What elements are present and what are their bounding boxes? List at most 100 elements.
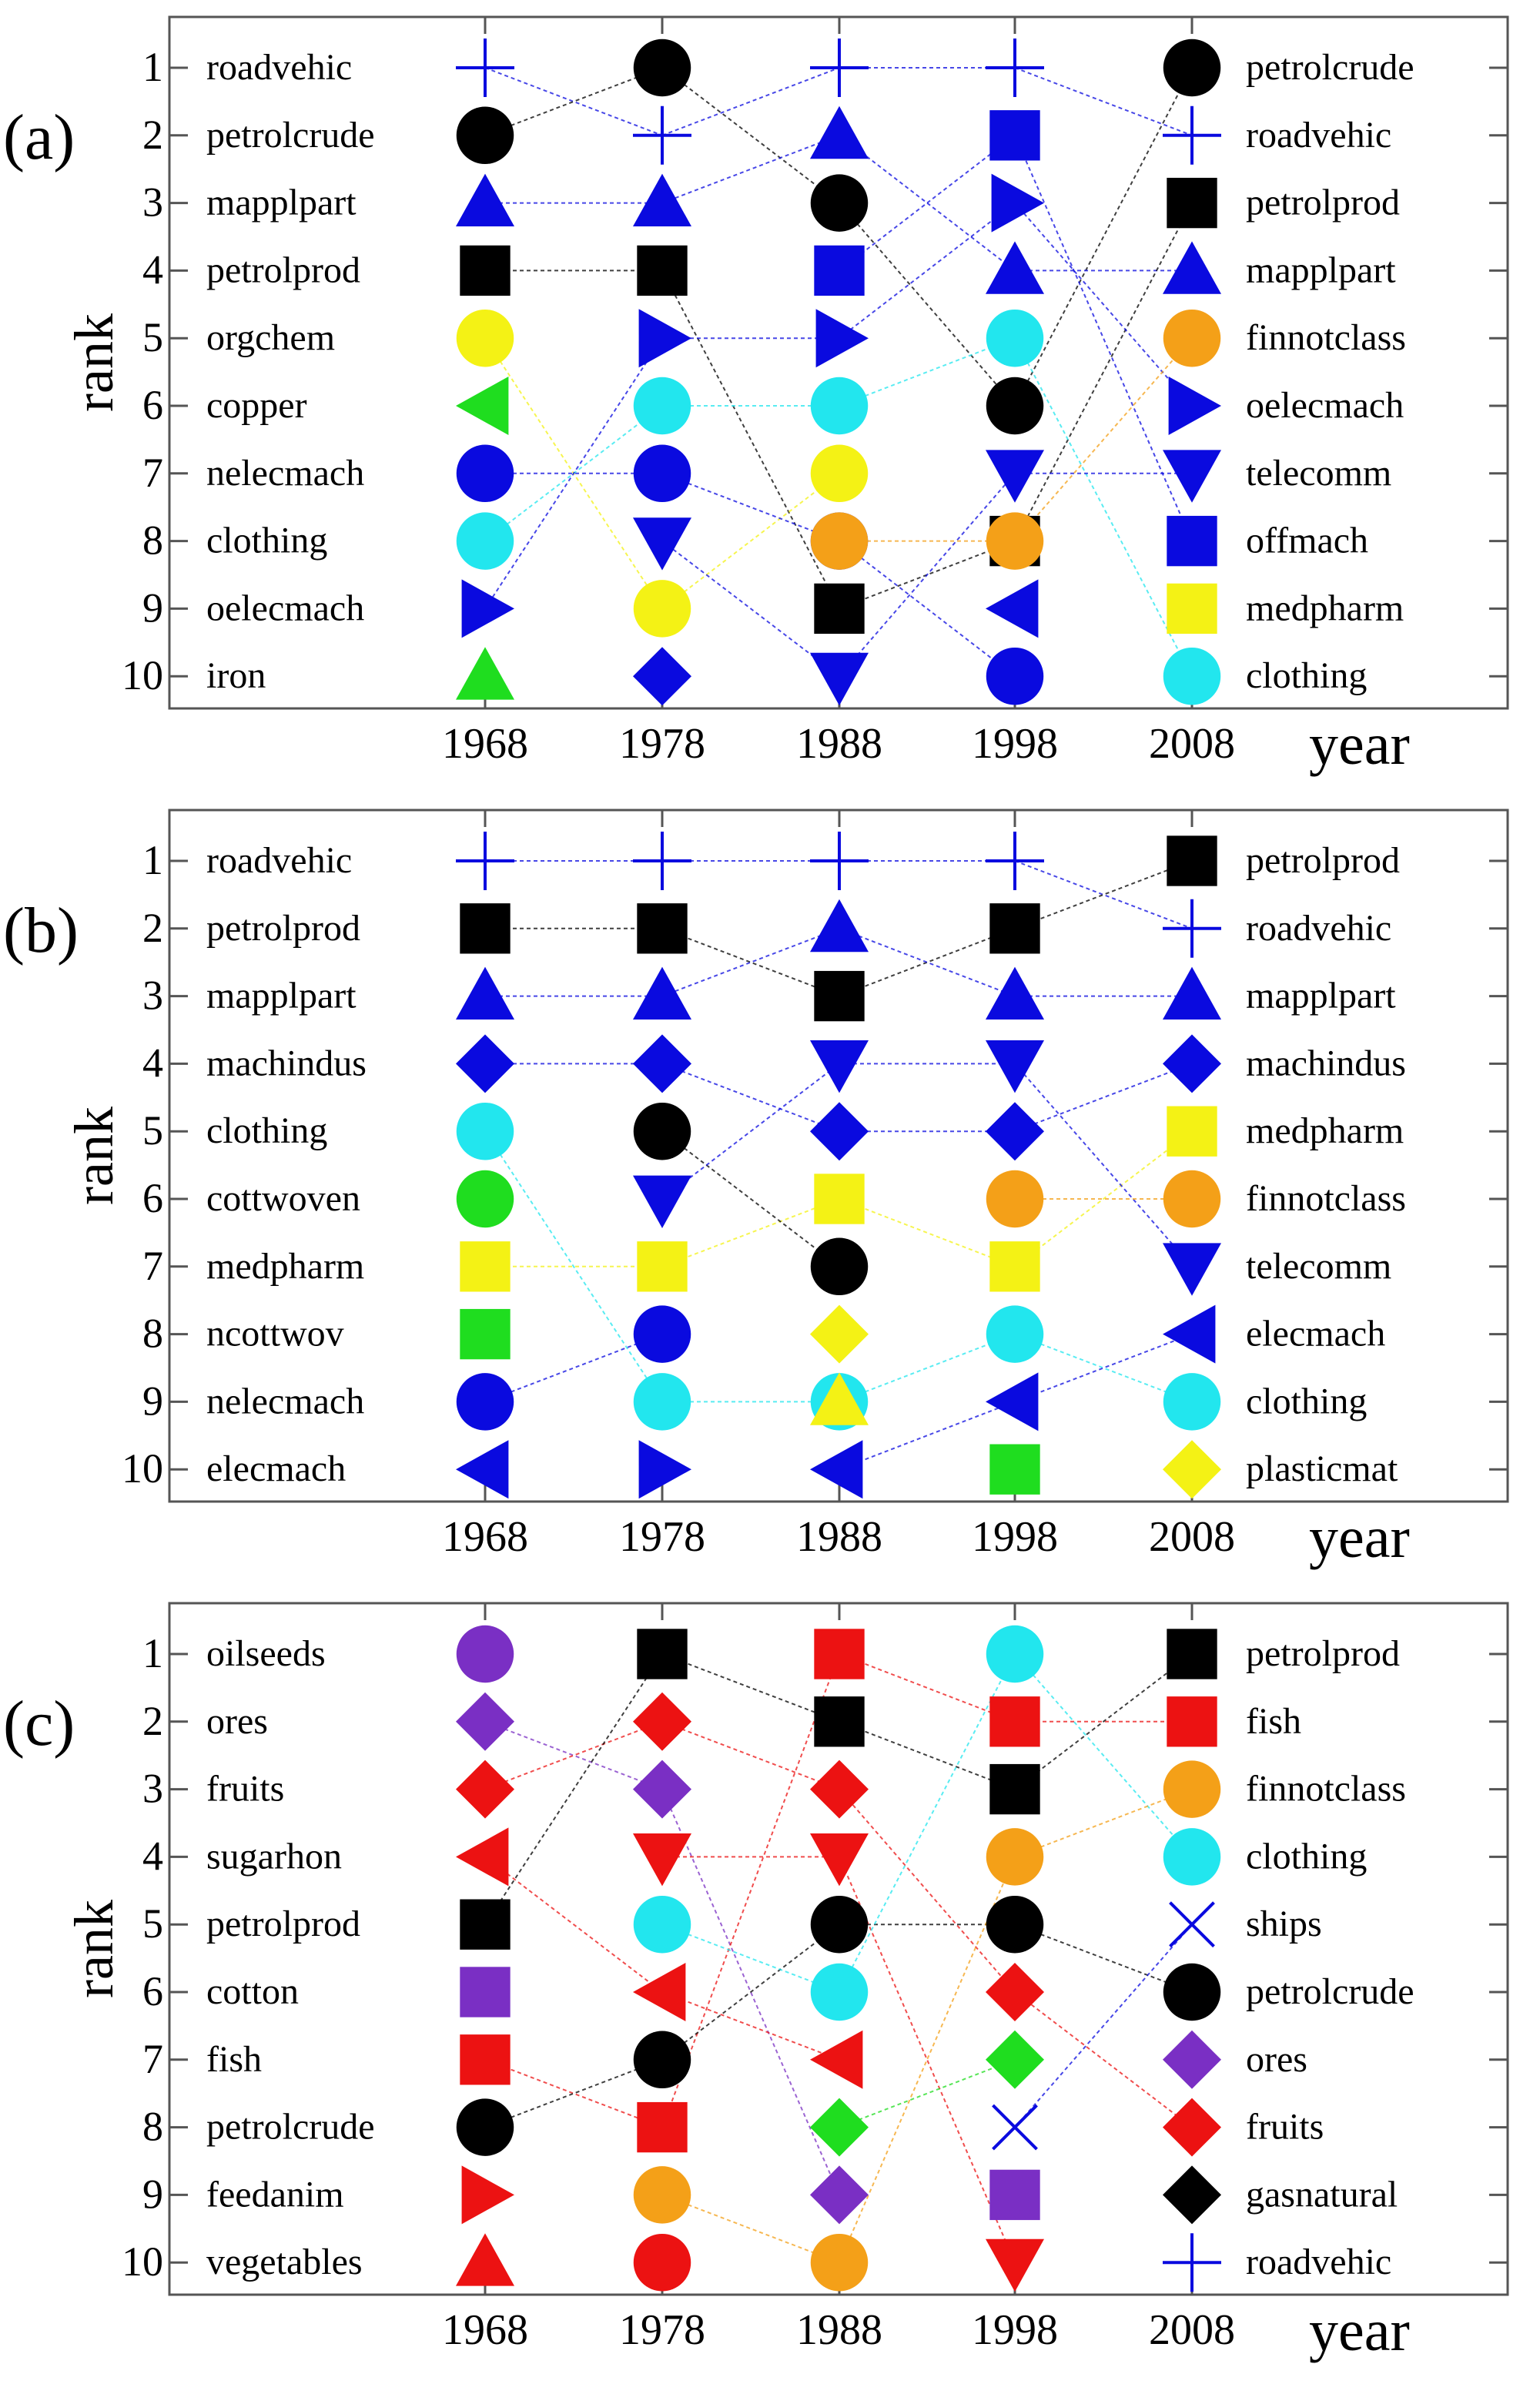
marker-oelecmach-triangle-right: [638, 309, 691, 368]
marker-mapplpart-triangle-up: [633, 173, 691, 226]
x-axis-label: year: [1309, 712, 1410, 777]
panel-b: 1 2 3 4 5 6 7 8 9 10 roadvehic petrolprod mapplpart m…: [3, 809, 1509, 1570]
right-category-label: medpharm: [1246, 1110, 1404, 1151]
connector-petrolprod: [1014, 1653, 1193, 1790]
marker-fish-square: [989, 1696, 1040, 1747]
marker-clothing-circle: [456, 1102, 514, 1160]
rank-tick-label: 10: [122, 1445, 163, 1492]
marker-oelecmach-triangle-right: [1168, 377, 1221, 435]
left-category-label: cottwoven: [206, 1178, 360, 1219]
marker-finnotclass-circle: [986, 1828, 1044, 1886]
marker-mapplpart-triangle-up: [986, 241, 1044, 294]
marker-sugarhon-triangle-left: [810, 2030, 863, 2089]
rank-tick-label: 6: [142, 1175, 163, 1221]
marker-roadvehic-plus: [986, 832, 1044, 890]
marker-vegetables-triangle-up: [456, 2233, 514, 2286]
right-category-label: gasnatural: [1246, 2174, 1398, 2215]
marker-cotton-square: [460, 1967, 511, 2017]
year-tick-label: 2008: [1149, 720, 1235, 768]
connector-orgchem: [661, 473, 840, 610]
connector-nelecmach: [839, 540, 1016, 677]
rank-tick-label: 3: [142, 973, 163, 1019]
marker-elecmach-triangle-left: [986, 579, 1039, 638]
marker-elecmach-triangle-left: [810, 1440, 863, 1499]
marker-fish-square: [460, 2034, 511, 2085]
year-tick-label: 1978: [619, 2306, 705, 2354]
right-category-label: finnotclass: [1246, 1769, 1406, 1810]
marker-machindus-diamond: [810, 1102, 869, 1161]
connector-medpharm: [1014, 1130, 1193, 1267]
rank-tick-label: 4: [142, 1833, 163, 1879]
marker-nelecmach-circle: [633, 1305, 691, 1363]
marker-mapplpart-triangle-up: [633, 966, 691, 1020]
marker-nelecmach-circle: [633, 444, 691, 503]
marker-petrolprod-square: [637, 903, 688, 954]
rank-tick-label: 4: [142, 246, 163, 293]
marker-telecomm-triangle-down: [810, 1040, 869, 1093]
marker-mapplpart-triangle-up: [810, 899, 869, 953]
marker-machindus-diamond: [633, 1034, 691, 1093]
marker-fish-square: [637, 2101, 688, 2153]
year-tick-label: 1998: [972, 720, 1058, 768]
connector-petrolcrude: [661, 67, 840, 204]
rank-tick-label: 7: [142, 450, 163, 496]
rank-tick-label: 4: [142, 1040, 163, 1086]
y-axis-label: rank: [63, 1107, 125, 1205]
right-category-label: fish: [1246, 1701, 1301, 1742]
marker-fruits-diamond: [1163, 2098, 1221, 2157]
marker-clothing-circle: [633, 1373, 691, 1431]
marker-fish-square: [814, 1629, 865, 1679]
marker-clothing-circle: [986, 1625, 1044, 1683]
marker-iron-triangle-up: [456, 647, 514, 700]
marker-clothing-circle: [810, 377, 869, 435]
marker-finnotclass-circle: [1163, 1760, 1221, 1818]
marker-finnotclass-circle: [986, 512, 1044, 570]
panel-label: (b): [3, 895, 79, 966]
left-category-label: petrolcrude: [206, 2107, 375, 2148]
rank-tick-label: 10: [122, 2238, 163, 2285]
year-tick-label: 2008: [1149, 1513, 1235, 1561]
marker-fish-square: [1167, 1696, 1217, 1747]
rank-tick-label: 2: [142, 112, 163, 158]
right-category-label: ores: [1246, 2039, 1307, 2080]
left-category-label: sugarhon: [206, 1836, 342, 1877]
marker-petrolcrude-circle: [1163, 1963, 1221, 2021]
marker-ncottwov-square: [460, 1308, 511, 1360]
connector-petrolprod: [661, 270, 840, 609]
rank-tick-label: 5: [142, 1107, 163, 1153]
left-category-label: orgchem: [206, 317, 335, 358]
marker-petrolcrude-circle: [1163, 39, 1221, 97]
marker-roadvehic-plus: [810, 39, 869, 97]
left-category-label: vegetables: [206, 2242, 363, 2282]
right-category-label: clothing: [1246, 1381, 1367, 1421]
right-category-label: mapplpart: [1246, 976, 1396, 1016]
left-category-label: petrolprod: [206, 249, 360, 290]
marker-oelecmach-triangle-right: [991, 173, 1044, 233]
marker-nelecmach-circle: [456, 444, 514, 503]
marker-mapplpart-triangle-up: [986, 966, 1044, 1020]
connector-clothing: [839, 337, 1016, 407]
right-category-label: oelecmach: [1246, 385, 1404, 426]
marker-mapplpart-triangle-up: [810, 105, 869, 159]
connector-petrolcrude: [839, 202, 1016, 407]
marker-petrolprod-square: [989, 903, 1040, 954]
marker-petrolprod-square: [637, 245, 688, 296]
marker-finnotclass-circle: [810, 512, 869, 570]
marker-finnotclass-circle: [1163, 309, 1221, 367]
right-category-label: roadvehic: [1246, 2242, 1391, 2282]
connector-clothing: [839, 1333, 1016, 1403]
marker-telecomm-triangle-down: [986, 450, 1044, 503]
left-category-label: copper: [206, 385, 307, 426]
x-axis-label: year: [1309, 2299, 1410, 2363]
marker-petrolprod-square: [1167, 177, 1217, 229]
rank-tick-label: 3: [142, 179, 163, 226]
right-category-label: petrolprod: [1246, 182, 1400, 223]
marker-petrolcrude-circle: [810, 1895, 869, 1954]
right-category-label: plasticmat: [1246, 1448, 1398, 1489]
marker-medpharm-square: [1167, 1106, 1217, 1157]
marker-ships-x: [1169, 1901, 1215, 1948]
y-axis-label: rank: [63, 313, 125, 412]
connector-petrolprod: [484, 1653, 663, 1925]
year-tick-label: 1978: [619, 1513, 705, 1561]
connector-telecomm: [1014, 1063, 1193, 1267]
